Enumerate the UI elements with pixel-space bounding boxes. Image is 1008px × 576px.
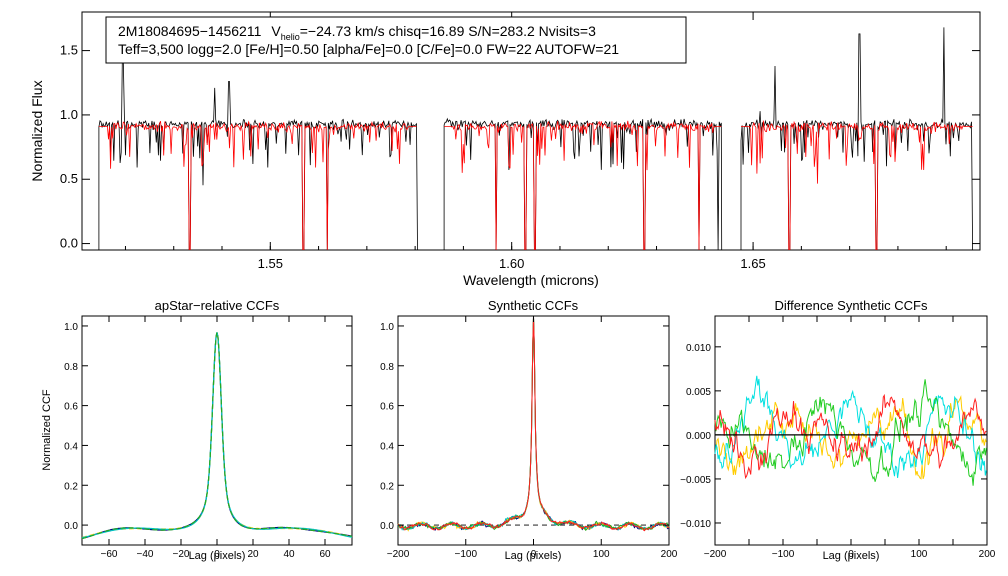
- apstar-ccf-line: [81, 332, 353, 540]
- spectrum-ylabel: Normalized Flux: [29, 80, 45, 181]
- y-tick-label: 0.010: [686, 343, 711, 354]
- x-tick-label: 0: [531, 549, 537, 560]
- difference-ccf-axes: −200 −100 0 100 200 −0.010 −0.005 0.000 0.005 0.0…: [680, 316, 996, 560]
- spectrum-xlabel: Wavelength (microns): [463, 272, 599, 288]
- x-tick-label: 200: [661, 549, 678, 560]
- apstar-ccf-series: [81, 332, 353, 540]
- apstar-ccf-line: [81, 332, 353, 539]
- x-tick-label: 200: [979, 549, 996, 560]
- y-tick-label: 0.8: [64, 362, 78, 373]
- x-tick-label: 100: [911, 549, 928, 560]
- spectrum-panel: 1.55 1.60 1.65 0.0 0.5 1.0 1.5 2M18084695−1456…: [29, 11, 981, 288]
- synthetic-ccf-xlabel: Lag (pixels): [505, 550, 562, 562]
- x-tick-label: 1.60: [499, 256, 524, 271]
- y-tick-label: 1.0: [380, 322, 394, 333]
- difference-ccf-xlabel: Lag (pixels): [823, 550, 880, 562]
- spectrum-frame: [81, 11, 981, 251]
- apstar-ccf-line: [81, 332, 353, 538]
- y-tick-label: 0.6: [380, 402, 394, 413]
- x-tick-label: 60: [319, 549, 331, 560]
- y-tick-label: 0.2: [380, 481, 394, 492]
- annotation-stats: =−24.73 km/s chisq=16.89 S/N=283.2 Nvisi…: [300, 23, 596, 39]
- synthetic-ccf-panel: −200 −100 0 100 200 0.0 0.2 0.4 0.6 0.8 1.0 Synthe…: [380, 298, 678, 562]
- apstar-ccf-line: [81, 332, 353, 540]
- x-tick-label: 20: [247, 549, 259, 560]
- difference-ccf-line: [714, 379, 987, 486]
- difference-ccf-line: [714, 395, 987, 480]
- x-tick-label: 100: [593, 549, 610, 560]
- x-tick-label: 1.65: [740, 256, 765, 271]
- y-tick-label: 0.4: [380, 441, 394, 452]
- synthetic-ccf-line: [398, 317, 670, 531]
- annotation-line-2: Teff=3,500 logg=2.0 [Fe/H]=0.50 [alpha/F…: [118, 41, 619, 57]
- y-tick-label: 0.0: [380, 521, 394, 532]
- annotation-line-1: 2M18084695−1456211 Vhelio=−24.73 km/s chi…: [118, 23, 596, 42]
- x-tick-label: −20: [173, 549, 190, 560]
- spectrum-series: [98, 27, 973, 250]
- observed-spectrum-line: [98, 60, 418, 250]
- spectrum-axes: 1.55 1.60 1.65 0.0 0.5 1.0 1.5: [60, 12, 980, 271]
- apstar-ccf-title: apStar−relative CCFs: [155, 298, 280, 313]
- y-tick-label: 1.0: [64, 322, 78, 333]
- y-tick-label: −0.010: [680, 519, 711, 530]
- synthetic-spectrum-line: [444, 120, 722, 250]
- y-tick-label: 0.8: [380, 362, 394, 373]
- synthetic-spectrum-line: [741, 120, 973, 250]
- synthetic-ccf-line: [397, 318, 670, 532]
- y-tick-label: 0.0: [64, 521, 78, 532]
- x-tick-label: −100: [772, 549, 795, 560]
- y-tick-label: 0.4: [64, 441, 78, 452]
- apstar-ccf-axes: −60 −40 −20 0 20 40 60 0.0 0.2 0.4 0.6 0.8 1.0: [64, 316, 352, 560]
- x-tick-label: −200: [704, 549, 727, 560]
- y-tick-label: −0.005: [680, 475, 711, 486]
- difference-ccf-line: [714, 393, 987, 480]
- x-tick-label: 0: [848, 549, 854, 560]
- y-tick-label: 1.5: [60, 43, 78, 58]
- synthetic-ccf-line: [397, 316, 670, 531]
- observed-spectrum-line: [740, 27, 973, 250]
- y-tick-label: 0.6: [64, 402, 78, 413]
- synthetic-ccf-axes: −200 −100 0 100 200 0.0 0.2 0.4 0.6 0.8 1.0: [380, 316, 678, 560]
- vhelio-label: V: [271, 23, 281, 39]
- y-tick-label: 0.0: [60, 236, 78, 251]
- x-tick-label: 1.55: [258, 256, 283, 271]
- synthetic-ccf-title: Synthetic CCFs: [488, 298, 579, 313]
- synthetic-ccf-series: [397, 316, 670, 532]
- x-tick-label: −200: [387, 549, 410, 560]
- y-tick-label: 0.005: [686, 387, 711, 398]
- y-tick-label: 0.5: [60, 171, 78, 186]
- synthetic-spectrum-line: [98, 120, 417, 250]
- star-id: 2M18084695−1456211: [118, 23, 262, 39]
- x-tick-label: 0: [214, 549, 220, 560]
- y-tick-label: 1.0: [60, 107, 78, 122]
- synthetic-ccf-line: [397, 317, 670, 531]
- synthetic-ccf-frame: [397, 315, 670, 546]
- difference-ccf-line: [714, 375, 987, 478]
- apstar-ccf-panel: −60 −40 −20 0 20 40 60 0.0 0.2 0.4 0.6 0.8 1.0 apSta…: [41, 298, 353, 562]
- x-tick-label: −40: [137, 549, 154, 560]
- difference-ccf-series: [714, 375, 987, 486]
- x-tick-label: 40: [283, 549, 295, 560]
- x-tick-label: −60: [101, 549, 118, 560]
- observed-spectrum-line: [443, 117, 723, 250]
- y-tick-label: 0.2: [64, 481, 78, 492]
- vhelio-subscript: helio: [281, 32, 300, 42]
- annotation-box: [105, 16, 687, 64]
- synthetic-ccf-line: [397, 316, 670, 532]
- difference-ccf-panel: −200 −100 0 100 200 −0.010 −0.005 0.000 0.005 0.0…: [680, 298, 996, 562]
- difference-ccf-title: Difference Synthetic CCFs: [775, 298, 928, 313]
- apstar-ccf-ylabel: Normalized CCF: [41, 389, 53, 471]
- x-tick-label: −100: [454, 549, 477, 560]
- apstar-ccf-frame: [81, 315, 353, 546]
- apstar-ccf-xlabel: Lag (pixels): [189, 550, 246, 562]
- y-tick-label: 0.000: [686, 431, 711, 442]
